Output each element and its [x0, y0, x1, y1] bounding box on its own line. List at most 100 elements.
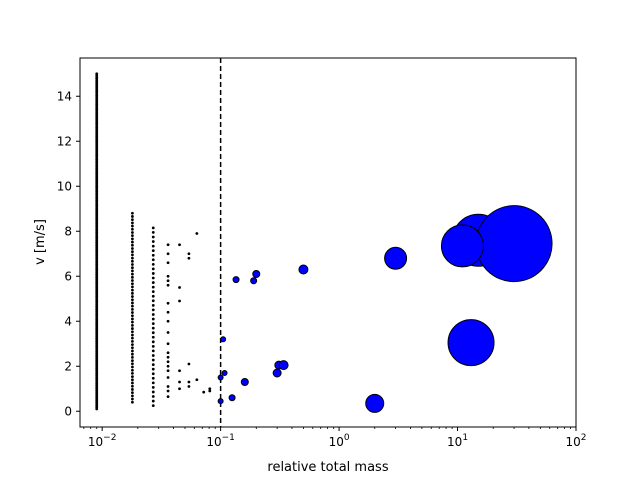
data-point-small: [151, 331, 155, 335]
data-point-large: [217, 398, 224, 405]
data-point-small: [202, 390, 206, 394]
data-point-small: [187, 385, 191, 388]
data-point-small: [166, 301, 170, 305]
data-point-small: [131, 359, 134, 363]
data-point-small: [151, 340, 155, 344]
data-point-small: [166, 351, 170, 355]
data-point-small: [151, 235, 155, 239]
data-point-small: [131, 279, 134, 282]
data-point-small: [166, 385, 170, 388]
data-point-small: [131, 391, 134, 395]
data-point-small: [131, 394, 134, 398]
data-point-small: [151, 322, 155, 325]
data-point-small: [131, 211, 134, 215]
data-point-small: [178, 243, 181, 247]
data-point-small: [151, 258, 155, 262]
data-point-small: [131, 263, 134, 266]
x-tick-label: 100: [329, 433, 350, 449]
data-point-small: [151, 313, 155, 316]
data-point-small: [151, 308, 155, 312]
data-point-large: [250, 277, 258, 285]
y-tick-label: 2: [64, 359, 72, 373]
data-point-small: [151, 381, 155, 385]
y-tick-label: 6: [64, 269, 72, 283]
data-point-large: [221, 370, 228, 376]
data-point-small: [151, 262, 155, 266]
data-point-small: [131, 253, 134, 257]
data-point-small: [131, 237, 134, 241]
data-point-small: [131, 272, 134, 276]
data-point-small: [131, 256, 134, 260]
data-point-small: [131, 285, 134, 289]
data-point-small: [151, 290, 155, 294]
data-point-small: [131, 227, 134, 231]
data-point-small: [131, 317, 134, 321]
data-point-small: [131, 346, 134, 350]
data-point-small: [178, 387, 181, 391]
data-point-small: [151, 299, 155, 303]
data-point-small: [151, 363, 155, 367]
y-tick-label: 4: [64, 314, 72, 328]
y-tick-label: 0: [64, 404, 72, 418]
y-axis-label: v [m/s]: [33, 219, 48, 265]
data-point-small: [166, 342, 170, 346]
y-tick-label: 12: [57, 134, 72, 148]
data-point-small: [131, 275, 134, 279]
plot-area: [95, 58, 553, 427]
data-point-small: [178, 380, 181, 384]
data-point-small: [131, 365, 134, 369]
data-point-small: [131, 362, 134, 366]
data-point-large: [217, 374, 224, 381]
data-point-small: [151, 267, 155, 271]
data-point-small: [131, 327, 134, 330]
data-point-small: [151, 253, 155, 257]
data-point-large: [365, 393, 385, 413]
data-point-small: [131, 400, 134, 404]
data-point-small: [131, 250, 134, 254]
data-point-small: [166, 261, 170, 265]
data-point-small: [151, 367, 155, 371]
data-point-small: [131, 221, 134, 225]
data-point-small: [131, 304, 134, 308]
data-point-small: [166, 283, 170, 287]
data-point-small: [166, 310, 170, 314]
data-point-large: [232, 276, 240, 284]
data-point-small: [131, 314, 134, 318]
data-point-large: [228, 394, 236, 402]
data-point-small: [166, 355, 170, 359]
data-point-small: [131, 378, 134, 382]
data-point-small: [151, 354, 155, 357]
data-point-small: [131, 215, 134, 218]
data-point-small: [151, 303, 155, 307]
data-point-small: [151, 395, 155, 398]
data-point-small: [151, 344, 155, 348]
y-tick-label: 8: [64, 224, 72, 238]
data-point-small: [151, 399, 155, 403]
x-axis-label: relative total mass: [267, 460, 388, 475]
data-point-small: [131, 243, 134, 247]
data-point-small: [151, 285, 155, 289]
data-point-small: [151, 272, 155, 275]
x-tick-label: 102: [565, 433, 586, 449]
data-point-small: [151, 376, 155, 380]
data-point-small: [151, 390, 155, 394]
x-axis: 10−2 10−1 100 101 102: [83, 427, 587, 449]
data-point-small: [166, 376, 170, 379]
data-point-small: [178, 299, 181, 303]
data-point-small: [131, 320, 134, 324]
data-point-small: [151, 231, 155, 234]
data-point-large: [278, 360, 289, 371]
data-point-small: [131, 333, 134, 337]
data-point-small: [131, 372, 134, 375]
data-point-small: [151, 249, 155, 253]
data-point-small: [131, 224, 134, 228]
data-point-small: [187, 256, 191, 260]
data-point-small: [131, 234, 134, 238]
data-point-small: [151, 317, 155, 321]
data-point-small: [166, 364, 170, 368]
data-point-small: [131, 307, 134, 311]
data-point-small: [131, 301, 134, 305]
data-point-small: [131, 295, 134, 298]
data-point-small: [187, 252, 191, 256]
